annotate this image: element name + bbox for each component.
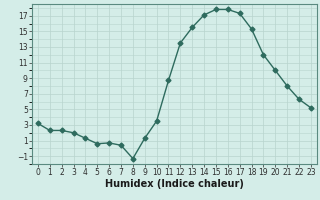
X-axis label: Humidex (Indice chaleur): Humidex (Indice chaleur) <box>105 179 244 189</box>
